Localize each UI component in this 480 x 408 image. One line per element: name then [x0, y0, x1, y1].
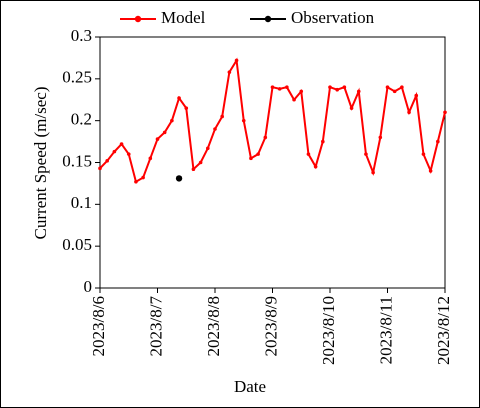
data-point: [175, 175, 183, 182]
data-point: [98, 166, 102, 171]
data-point: [256, 152, 260, 156]
y-axis-label: Current Speed (m/sec): [31, 87, 50, 240]
y-tick-label: 0: [84, 277, 93, 296]
y-tick-label: 0.1: [71, 193, 92, 212]
data-point: [328, 85, 332, 89]
data-point: [119, 142, 124, 146]
data-point: [364, 152, 368, 156]
x-tick-label: 2023/8/11: [376, 296, 395, 364]
data-point: [241, 118, 246, 123]
data-point: [126, 152, 131, 156]
data-point: [112, 149, 117, 154]
data-point: [436, 139, 440, 144]
data-point: [378, 135, 383, 140]
legend-label: Model: [161, 8, 206, 27]
data-point: [206, 146, 210, 151]
data-point: [105, 159, 109, 163]
data-point: [198, 160, 203, 165]
data-point: [443, 110, 447, 115]
data-point: [213, 127, 217, 131]
x-tick-label: 2023/8/8: [204, 296, 223, 356]
x-tick-label: 2023/8/9: [261, 296, 280, 356]
data-point: [141, 175, 145, 180]
data-point: [134, 179, 138, 184]
data-point: [306, 152, 311, 156]
data-point: [335, 87, 339, 92]
data-point: [321, 139, 325, 144]
y-tick-label: 0.3: [71, 26, 92, 45]
data-point: [148, 156, 153, 161]
data-point: [421, 152, 426, 156]
y-tick-label: 0.25: [62, 68, 92, 87]
x-tick-label: 2023/8/12: [434, 296, 453, 365]
data-point: [249, 156, 253, 161]
data-point: [313, 164, 318, 169]
data-point: [277, 87, 282, 91]
data-point: [371, 170, 375, 175]
data-point: [191, 167, 196, 171]
data-point: [292, 97, 296, 102]
data-point: [342, 85, 347, 89]
data-point: [234, 58, 239, 63]
y-tick-label: 0.05: [62, 235, 92, 254]
data-point: [407, 110, 411, 115]
data-point: [184, 106, 189, 110]
data-point: [162, 130, 167, 135]
data-point: [428, 169, 433, 173]
data-point: [392, 89, 397, 94]
data-point: [227, 70, 232, 74]
y-tick-label: 0.2: [71, 110, 92, 129]
data-point: [414, 93, 419, 98]
legend-marker: [264, 15, 272, 23]
data-point: [356, 89, 361, 94]
data-point: [220, 114, 224, 119]
data-point: [299, 89, 304, 94]
x-tick-label: 2023/8/6: [89, 296, 108, 356]
data-point: [270, 85, 275, 89]
x-tick-label: 2023/8/10: [319, 296, 338, 365]
x-tick-label: 2023/8/7: [146, 296, 165, 357]
data-point: [400, 85, 404, 89]
data-point: [155, 137, 160, 141]
data-point: [285, 85, 289, 89]
data-point: [177, 96, 181, 100]
data-point: [385, 85, 390, 89]
data-point: [170, 118, 174, 123]
legend-marker: [134, 15, 142, 23]
y-tick-label: 0.15: [62, 151, 92, 170]
data-point: [263, 135, 268, 140]
data-point: [349, 106, 354, 110]
x-axis-label: Date: [234, 377, 266, 396]
legend-label: Observation: [291, 8, 375, 27]
